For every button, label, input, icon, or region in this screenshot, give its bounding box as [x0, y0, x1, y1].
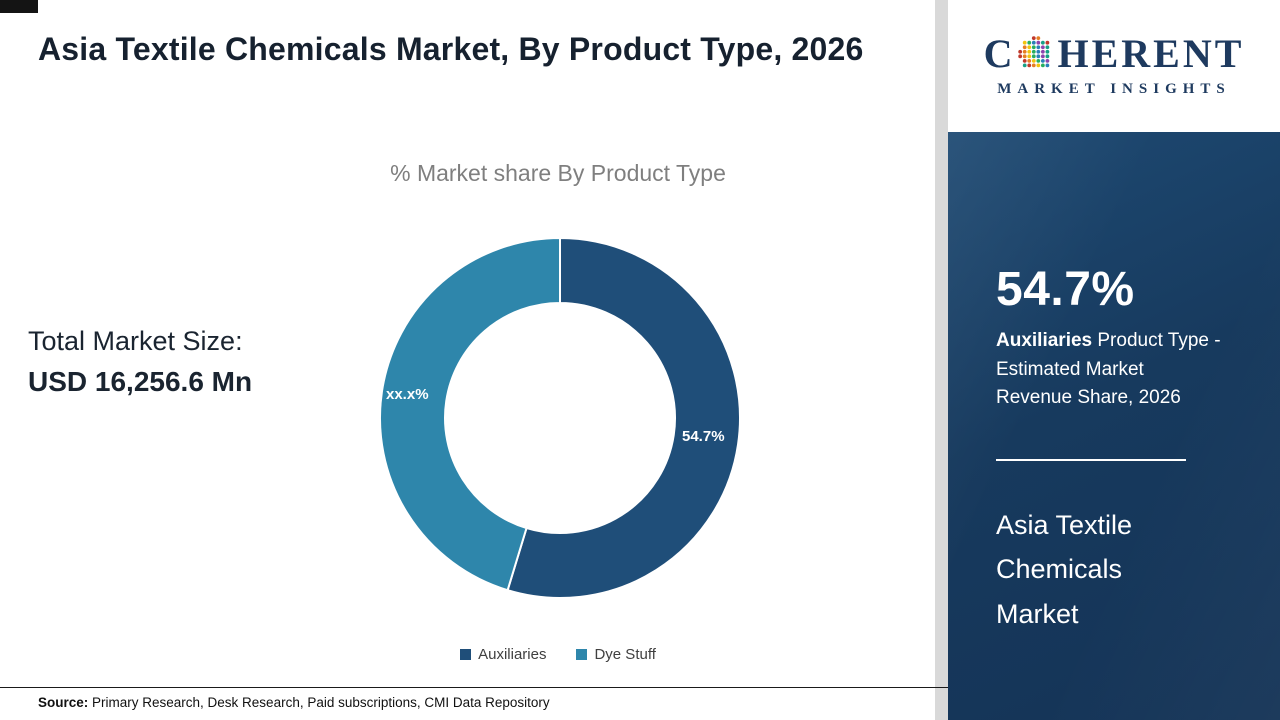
corner-accent-bar: [0, 0, 38, 13]
globe-icon: [1018, 36, 1050, 68]
chart-legend: Auxiliaries Dye Stuff: [298, 646, 818, 663]
data-label-auxiliaries: 54.7%: [682, 428, 725, 445]
brand-letter-c: C: [983, 31, 1016, 76]
donut-chart: 54.7% xx.x%: [370, 228, 750, 608]
sidebar-stat-rest: Product Type - Estimated Market Revenue …: [996, 330, 1221, 408]
divider-strip: [935, 0, 948, 720]
brand-wordmark: C HERENT: [984, 34, 1245, 74]
sidebar: 54.7% Auxiliaries Product Type - Estimat…: [948, 132, 1280, 720]
donut-segment-dye-stuff: [379, 236, 561, 592]
brand-name: HERENT: [1057, 31, 1245, 76]
total-market-size-label: Total Market Size:: [28, 326, 243, 356]
legend-label-dye-stuff: Dye Stuff: [594, 646, 656, 663]
footer-divider: [0, 687, 948, 688]
donut-chart-svg: [379, 236, 741, 599]
data-label-dye-stuff: xx.x%: [386, 386, 429, 403]
sidebar-stat-description: Auxiliaries Product Type - Estimated Mar…: [996, 327, 1221, 413]
sidebar-stat-category: Auxiliaries: [996, 330, 1093, 351]
page-title: Asia Textile Chemicals Market, By Produc…: [38, 31, 864, 67]
brand-subtitle: MARKET INSIGHTS: [997, 81, 1231, 97]
legend-label-auxiliaries: Auxiliaries: [478, 646, 547, 663]
source-note: Source: Primary Research, Desk Research,…: [38, 695, 550, 710]
legend-item-dye-stuff: Dye Stuff: [576, 646, 656, 663]
legend-item-auxiliaries: Auxiliaries: [460, 646, 546, 663]
source-text: Primary Research, Desk Research, Paid su…: [88, 695, 550, 710]
legend-swatch-dye-stuff-icon: [576, 649, 588, 660]
legend-swatch-auxiliaries-icon: [460, 649, 472, 660]
donut-segment-auxiliaries: [506, 236, 741, 599]
sidebar-divider: [996, 458, 1186, 461]
sidebar-stat-value: 54.7%: [996, 263, 1135, 316]
total-market-size: Total Market Size: USD 16,256.6 Mn: [28, 326, 252, 398]
total-market-size-value: USD 16,256.6 Mn: [28, 366, 253, 397]
sidebar-market-name: Asia Textile Chemicals Market: [996, 509, 1133, 629]
source-label: Source:: [38, 695, 89, 710]
chart-subtitle: % Market share By Product Type: [390, 160, 726, 186]
brand-logo: C HERENT MARKET INSIGHTS: [948, 0, 1280, 132]
